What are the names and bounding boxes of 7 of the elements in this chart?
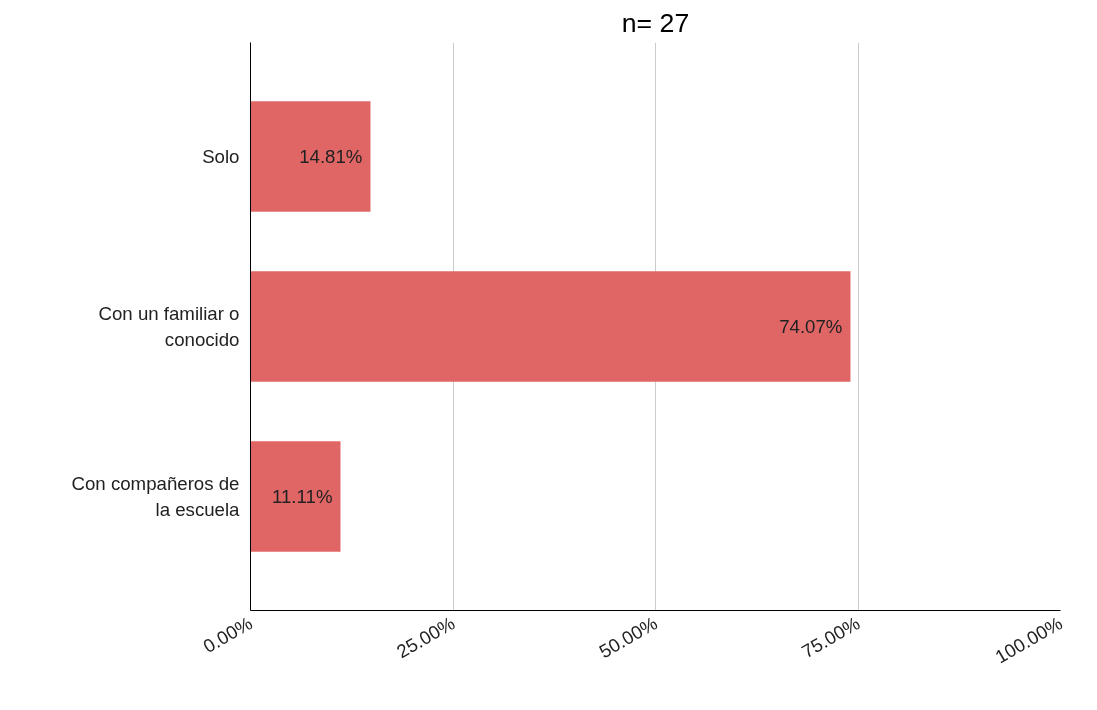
data-label: 74.07% [779,316,843,337]
data-label: 14.81% [299,145,363,167]
y-tick-label: Con un familiar o conocido [98,303,240,350]
data-label: 11.11% [271,486,333,508]
y-tick-label: Con compañeros de la escuela [71,473,241,520]
chart-title: n= 27 [621,7,690,38]
y-tick-label: Solo [202,145,240,167]
